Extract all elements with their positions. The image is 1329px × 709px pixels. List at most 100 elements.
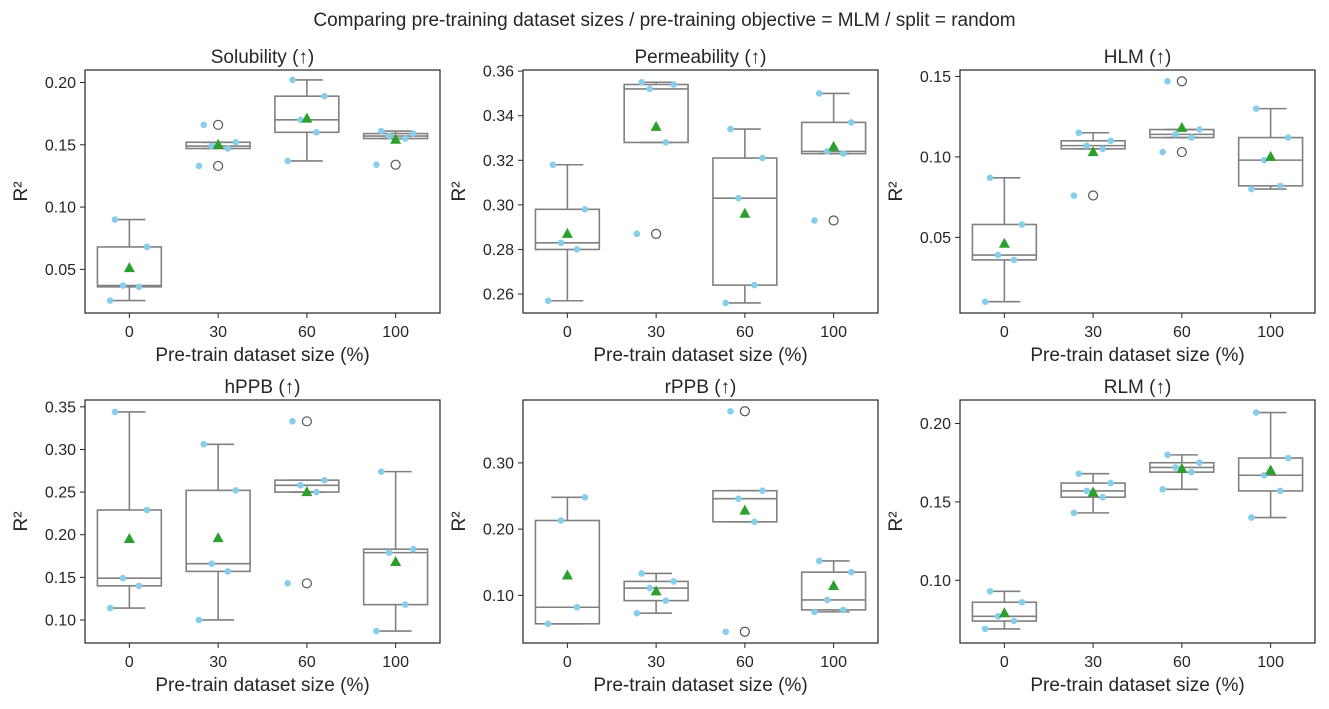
box-group: [712, 125, 778, 307]
outlier-marker: [828, 215, 839, 226]
data-point: [1018, 221, 1026, 228]
data-point: [1107, 137, 1115, 145]
box-group: [362, 468, 429, 635]
data-point: [581, 494, 589, 501]
data-point: [573, 246, 581, 253]
box-group: [96, 216, 163, 304]
data-point: [759, 154, 766, 162]
data-point: [195, 616, 203, 624]
subplot-4: hPPB (↑) 0.10 0.15 0.20 0.25 0.30 0.35 R² 0 30 60 1…: [11, 377, 441, 696]
outlier-marker: [213, 160, 224, 172]
data-point: [727, 407, 734, 415]
box-group: [1149, 76, 1215, 158]
x-tick-label: 30: [647, 654, 665, 671]
x-axis-label: Pre-train dataset size (%): [593, 345, 807, 366]
data-point: [815, 90, 823, 97]
mean-marker: [561, 569, 573, 580]
axes-frame: [84, 69, 441, 314]
data-point: [313, 488, 320, 496]
data-point: [670, 578, 678, 585]
data-point: [751, 281, 758, 289]
data-point: [646, 584, 654, 592]
box-iqr: [712, 157, 778, 286]
y-tick-label: 0.05: [45, 262, 76, 279]
x-axis-label: Pre-train dataset size (%): [1030, 345, 1244, 366]
box-group: [623, 78, 689, 239]
data-point: [385, 132, 393, 140]
subplot-title: rPPB (↑): [665, 377, 737, 398]
y-tick-label: 0.30: [483, 197, 514, 214]
outlier-marker: [390, 159, 401, 170]
data-point: [1083, 142, 1091, 149]
data-point: [759, 487, 766, 495]
data-point: [143, 243, 151, 251]
data-point: [200, 441, 208, 448]
box-group: [1237, 105, 1304, 193]
mean-marker: [301, 112, 313, 123]
data-point: [143, 506, 151, 514]
mean-marker: [301, 486, 313, 497]
box-iqr: [534, 519, 601, 625]
data-point: [1107, 479, 1115, 487]
outlier-marker: [1176, 76, 1187, 87]
subplot-5: rPPB (↑) 0.10 0.20 0.30 R² 0 30 60 100 Pre-train …: [449, 377, 879, 696]
data-point: [1083, 487, 1091, 495]
mean-marker: [1176, 462, 1188, 473]
y-tick-label: 0.30: [483, 455, 514, 472]
subplot-6: RLM (↑) 0.10 0.15 0.20 R² 0 30 60 100 Pre-train d…: [886, 377, 1316, 696]
outlier-marker: [301, 416, 312, 427]
subplot-2: Permeability (↑) 0.26 0.28 0.30 0.32 0.34 0.36…: [449, 47, 879, 366]
subplot-3: HLM (↑) 0.05 0.10 0.15 R² 0 30 60 100 Pre-train d…: [886, 47, 1316, 366]
data-point: [986, 587, 994, 595]
axes-frame: [522, 69, 879, 314]
data-point: [727, 125, 734, 133]
x-tick-label: 30: [647, 324, 665, 341]
mean-marker: [650, 120, 662, 131]
outlier-marker: [301, 578, 312, 589]
x-axis-label: Pre-train dataset size (%): [155, 675, 369, 696]
box-iqr: [800, 121, 867, 155]
data-point: [284, 580, 291, 587]
x-tick-label: 100: [820, 324, 847, 341]
data-point: [1260, 156, 1268, 164]
box-iqr: [96, 246, 163, 288]
data-point: [224, 145, 232, 152]
y-tick-label: 0.10: [483, 588, 514, 605]
mean-marker: [1087, 146, 1099, 157]
data-point: [735, 194, 742, 202]
box-iqr: [712, 489, 778, 523]
data-point: [1075, 129, 1083, 137]
data-point: [409, 545, 417, 553]
y-tick-label: 0.20: [45, 527, 76, 544]
data-point: [1252, 409, 1260, 416]
mean-marker: [390, 556, 402, 566]
data-point: [224, 568, 232, 575]
x-tick-label: 0: [563, 654, 572, 671]
box-group: [800, 557, 867, 616]
subplot-title: hPPB (↑): [224, 377, 300, 398]
box-iqr: [185, 489, 251, 573]
data-point: [811, 608, 818, 616]
y-tick-label: 0.15: [45, 570, 76, 587]
x-tick-label: 0: [563, 324, 572, 341]
data-point: [289, 418, 296, 425]
outlier-marker: [1176, 146, 1187, 158]
x-tick-label: 0: [1000, 324, 1009, 341]
mean-marker: [561, 227, 573, 238]
outlier-marker: [739, 626, 750, 637]
data-point: [1248, 514, 1255, 521]
mean-marker: [739, 207, 751, 218]
y-tick-label: 0.10: [920, 149, 951, 166]
box-iqr: [534, 208, 601, 251]
box-group: [971, 587, 1038, 633]
x-tick-label: 0: [125, 324, 134, 341]
box-iqr: [623, 83, 689, 144]
box-iqr: [971, 223, 1038, 261]
y-tick-label: 0.20: [483, 522, 514, 539]
subplot-title: Solubility (↑): [211, 47, 314, 68]
mean-marker: [123, 532, 135, 543]
x-axis-label: Pre-train dataset size (%): [1030, 675, 1244, 696]
data-point: [662, 139, 670, 146]
data-point: [1010, 617, 1018, 625]
mean-marker: [998, 237, 1010, 248]
